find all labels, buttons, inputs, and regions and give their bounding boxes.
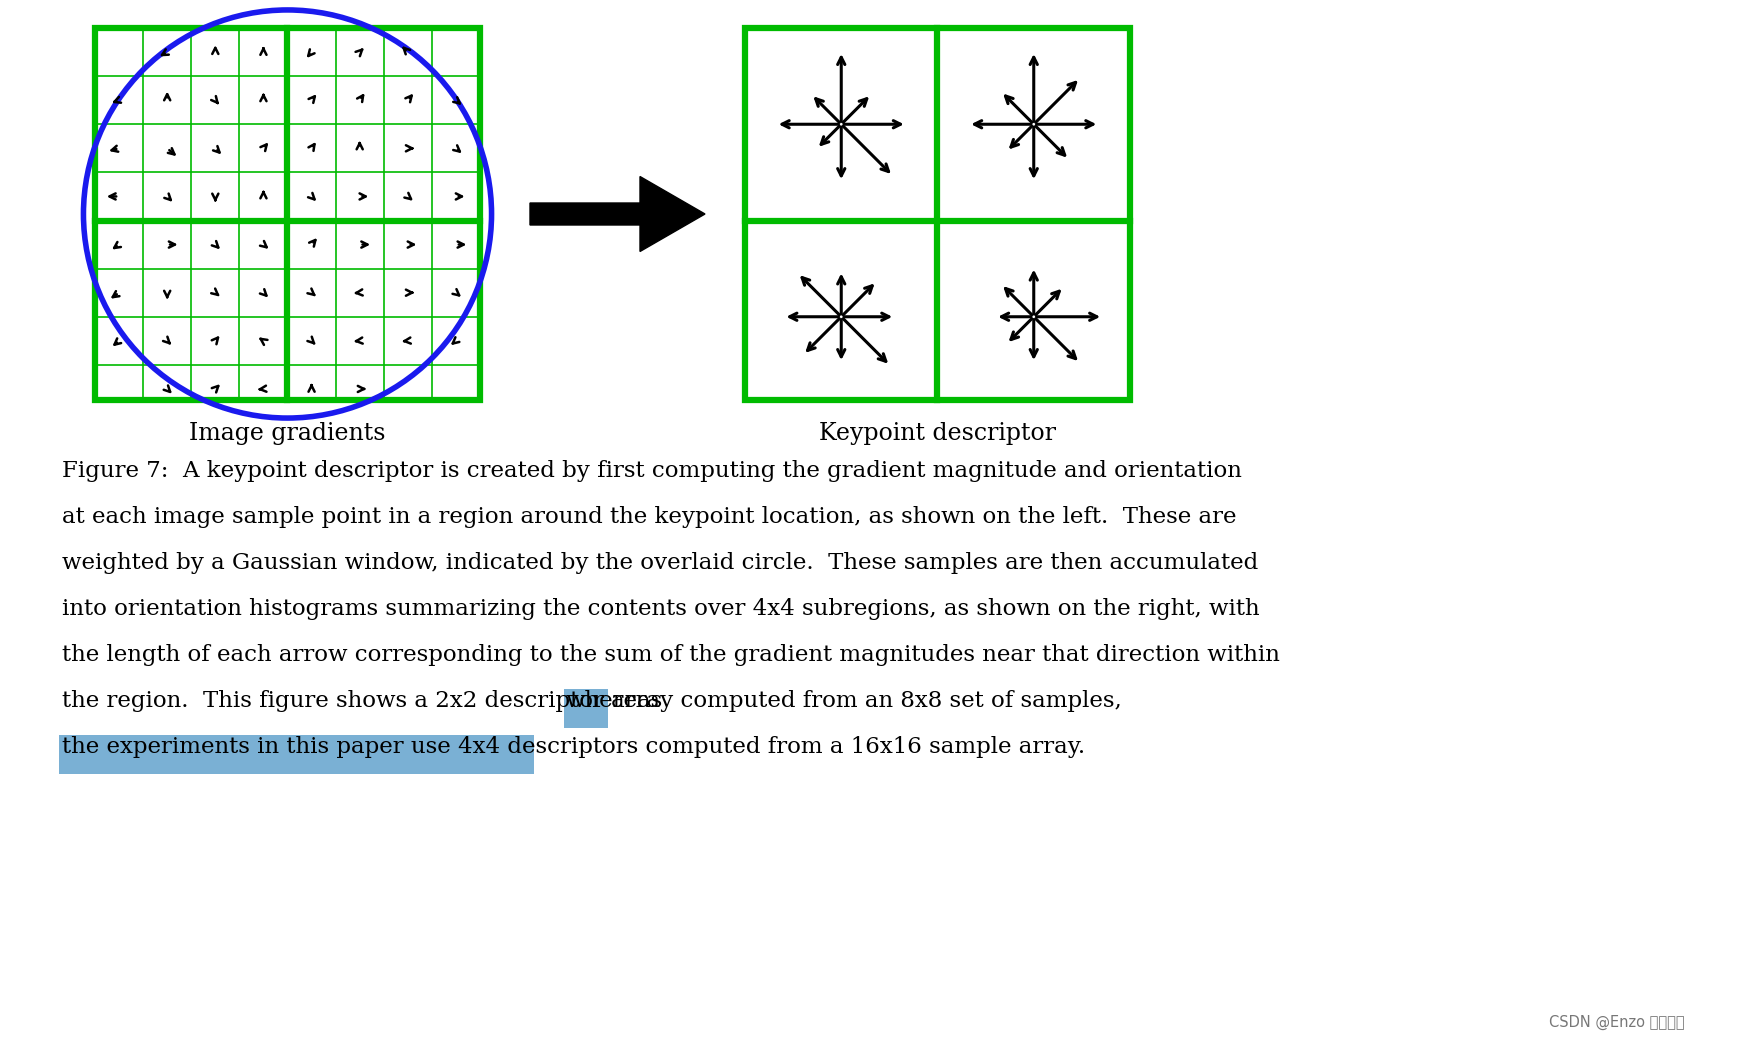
Bar xyxy=(744,28,1129,400)
Bar xyxy=(96,28,480,400)
Text: the region.  This figure shows a 2x2 descriptor array computed from an 8x8 set o: the region. This figure shows a 2x2 desc… xyxy=(63,690,1136,712)
Text: weighted by a Gaussian window, indicated by the overlaid circle.  These samples : weighted by a Gaussian window, indicated… xyxy=(63,552,1257,574)
Bar xyxy=(744,28,1129,400)
Bar xyxy=(59,735,534,774)
Bar xyxy=(563,689,607,728)
Text: whereas: whereas xyxy=(565,690,663,712)
Bar xyxy=(96,28,480,400)
FancyArrow shape xyxy=(530,176,704,252)
Text: the length of each arrow corresponding to the sum of the gradient magnitudes nea: the length of each arrow corresponding t… xyxy=(63,644,1280,666)
Text: Image gradients: Image gradients xyxy=(190,422,386,445)
Text: into orientation histograms summarizing the contents over 4x4 subregions, as sho: into orientation histograms summarizing … xyxy=(63,598,1259,620)
Text: at each image sample point in a region around the keypoint location, as shown on: at each image sample point in a region a… xyxy=(63,506,1236,528)
Text: Figure 7:  A keypoint descriptor is created by first computing the gradient magn: Figure 7: A keypoint descriptor is creat… xyxy=(63,460,1242,482)
Text: CSDN @Enzo 想瞄电脑: CSDN @Enzo 想瞄电脑 xyxy=(1548,1015,1683,1030)
Text: Keypoint descriptor: Keypoint descriptor xyxy=(819,422,1056,445)
Text: the experiments in this paper use 4x4 descriptors computed from a 16x16 sample a: the experiments in this paper use 4x4 de… xyxy=(63,736,1085,758)
